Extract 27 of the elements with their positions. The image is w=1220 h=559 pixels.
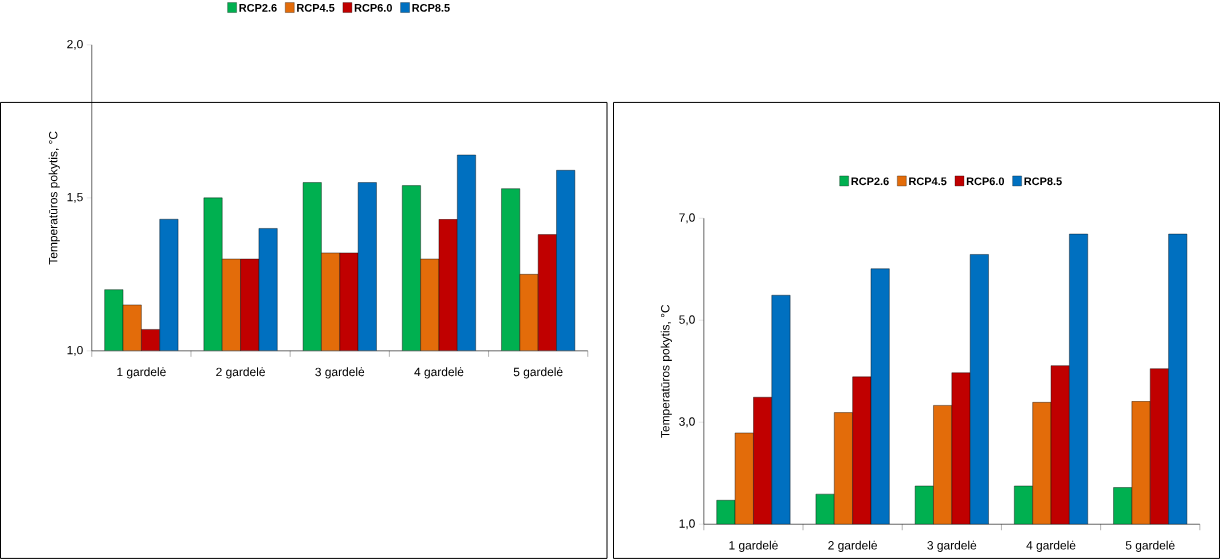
x-tick-label: 2 gardelė: [216, 367, 265, 379]
x-tick-label: 2 gardelė: [828, 540, 877, 552]
x-tick-label: 1 gardelė: [729, 540, 778, 552]
y-tick-label: 1,5: [67, 193, 83, 203]
y-tick-label: 3,0: [679, 417, 695, 428]
x-tick-label: 3 gardelė: [927, 540, 977, 552]
y-tick-label: 1,0: [679, 519, 695, 530]
x-tick-label: 3 gardelė: [315, 367, 365, 379]
legend-label: RCP4.5: [297, 4, 335, 12]
y-tick-label: 7,0: [679, 213, 695, 224]
x-tick-label: 5 gardelė: [513, 367, 563, 379]
x-tick-label: 5 gardelė: [1125, 540, 1175, 552]
y-tick-label: 2,0: [67, 39, 83, 50]
y-axis-title: Temperatūros pokytis, °C: [660, 304, 672, 438]
x-tick-label: 4 gardelė: [414, 367, 464, 379]
x-tick-label: 1 gardelė: [117, 367, 166, 379]
y-tick-label: 5,0: [679, 315, 695, 326]
y-tick-label: 1,0: [67, 345, 83, 356]
legend-label: RCP2.6: [851, 177, 889, 186]
legend-label: RCP6.0: [354, 4, 392, 12]
y-axis-title: Temperatūros pokytis, °C: [48, 131, 60, 265]
legend-label: RCP6.0: [966, 177, 1005, 186]
legend-label: RCP2.6: [239, 4, 277, 12]
x-tick-label: 4 gardelė: [1026, 540, 1076, 552]
legend-label: RCP8.5: [1024, 177, 1062, 186]
legend-label: RCP4.5: [909, 177, 947, 186]
legend-label: RCP8.5: [412, 4, 450, 12]
